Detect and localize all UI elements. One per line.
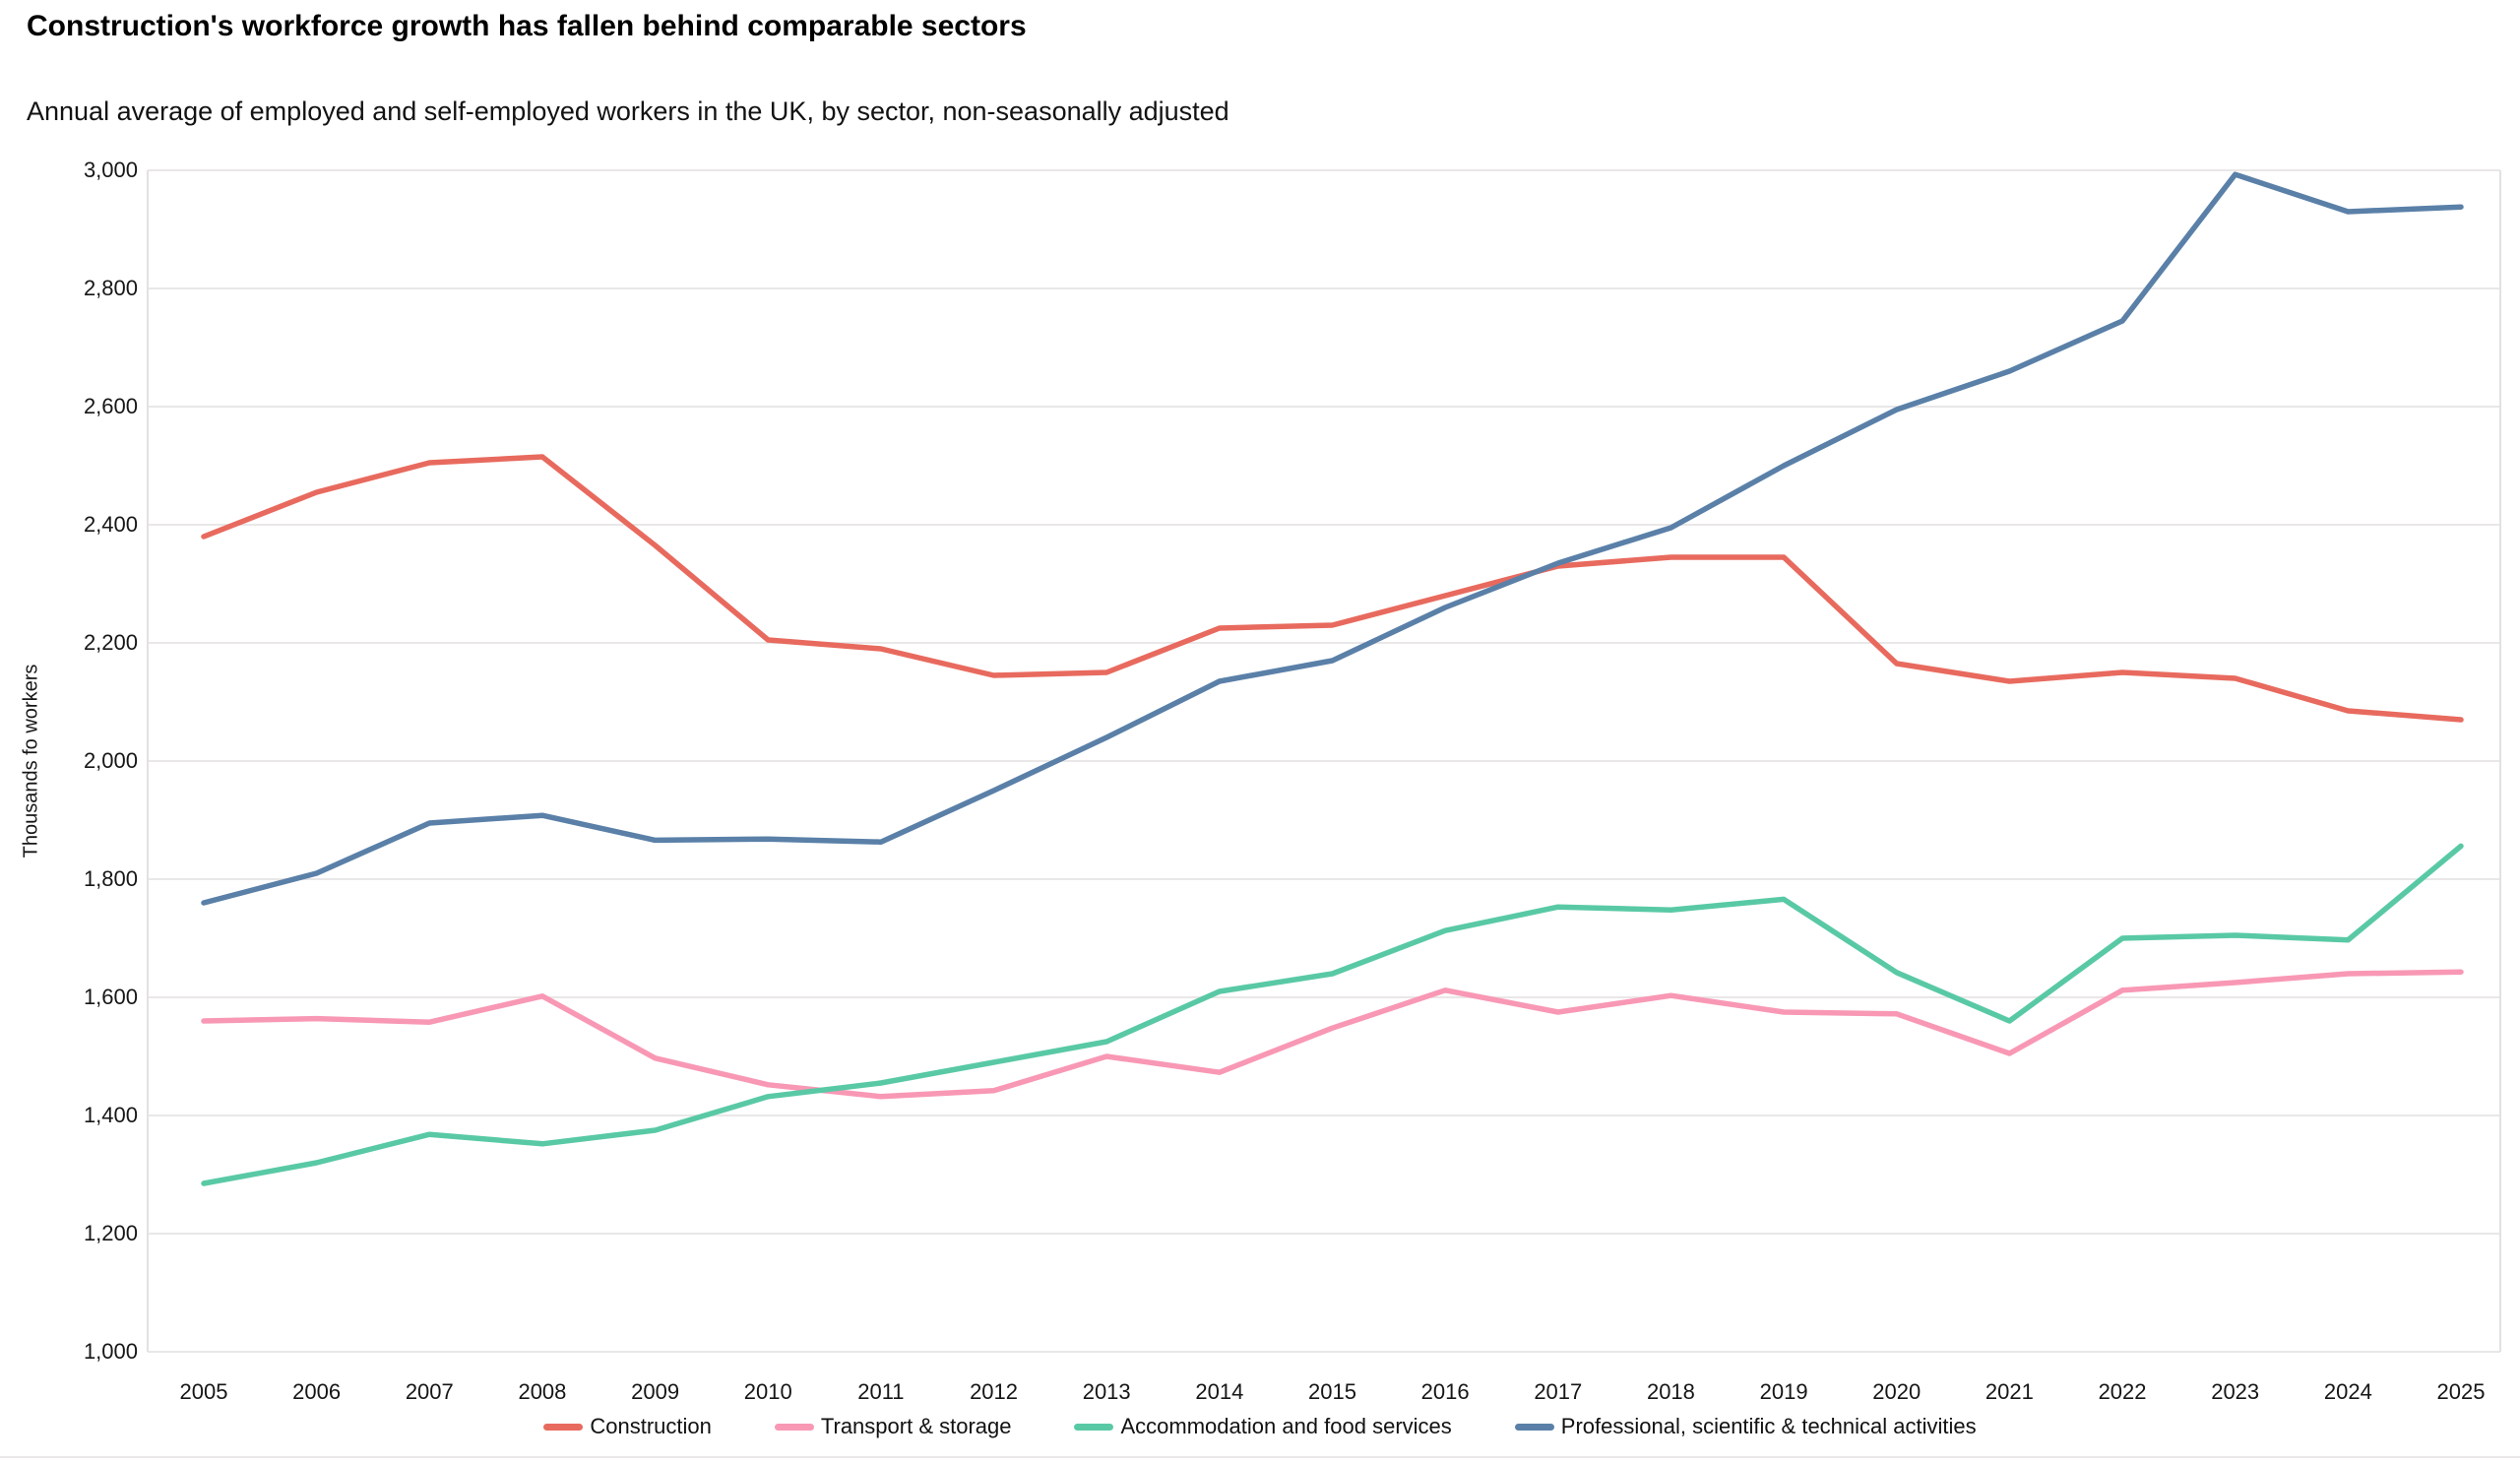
y-tick-label: 1,200 — [83, 1221, 138, 1245]
x-tick-label: 2010 — [743, 1379, 792, 1404]
y-tick-label: 1,600 — [83, 985, 138, 1009]
legend-swatch-icon — [774, 1423, 814, 1431]
x-tick-label: 2014 — [1195, 1379, 1244, 1404]
series-line-accommodation-and-food-services — [201, 843, 2464, 1186]
legend-item: Transport & storage — [774, 1414, 1012, 1439]
legend-label: Accommodation and food services — [1120, 1414, 1452, 1438]
x-tick-label: 2022 — [2098, 1379, 2147, 1404]
y-tick-label: 2,800 — [83, 276, 138, 300]
x-tick-label: 2018 — [1646, 1379, 1695, 1404]
legend-swatch-icon — [1074, 1423, 1114, 1431]
x-tick-label: 2006 — [292, 1379, 342, 1404]
x-tick-label: 2015 — [1308, 1379, 1356, 1404]
x-tick-label: 2019 — [1759, 1379, 1808, 1404]
x-tick-label: 2023 — [2211, 1379, 2260, 1404]
legend-swatch-icon — [543, 1423, 584, 1431]
legend-label: Professional, scientific & technical act… — [1560, 1414, 1977, 1438]
legend-label: Construction — [590, 1414, 712, 1438]
x-tick-label: 2005 — [179, 1379, 228, 1404]
x-tick-label: 2008 — [518, 1379, 567, 1404]
page-subtitle: Annual average of employed and self-empl… — [27, 96, 1229, 126]
legend-item: Construction — [543, 1414, 712, 1439]
x-tick-label: 2021 — [1984, 1379, 2034, 1404]
chart-legend: Construction Transport & storage Accommoda… — [0, 1414, 2520, 1439]
x-tick-label: 2007 — [405, 1379, 454, 1404]
legend-label: Transport & storage — [820, 1414, 1012, 1438]
legend-item: Accommodation and food services — [1074, 1414, 1452, 1439]
bottom-divider — [0, 1456, 2520, 1458]
x-tick-label: 2020 — [1872, 1379, 1922, 1404]
series-line-transport-storage — [201, 969, 2464, 1100]
x-tick-label: 2017 — [1534, 1379, 1583, 1404]
y-tick-label: 1,400 — [83, 1103, 138, 1127]
y-tick-label: 1,000 — [83, 1339, 138, 1364]
x-tick-label: 2016 — [1420, 1379, 1470, 1404]
x-tick-label: 2024 — [2323, 1379, 2372, 1404]
legend-swatch-icon — [1514, 1423, 1554, 1431]
x-tick-label: 2013 — [1082, 1379, 1131, 1404]
legend-item: Professional, scientific & technical act… — [1514, 1414, 1977, 1439]
y-tick-label: 2,200 — [83, 630, 138, 655]
series-line-professional-scientific-technical-activities — [201, 171, 2464, 906]
y-tick-label: 2,000 — [83, 748, 138, 773]
x-tick-label: 2009 — [631, 1379, 680, 1404]
y-tick-label: 1,800 — [83, 866, 138, 891]
y-tick-label: 2,400 — [83, 512, 138, 537]
y-tick-label: 2,600 — [83, 394, 138, 418]
y-tick-label: 3,000 — [83, 158, 138, 182]
page-title: Construction's workforce growth has fall… — [27, 10, 1027, 42]
x-tick-label: 2011 — [857, 1379, 905, 1404]
x-tick-label: 2012 — [970, 1379, 1019, 1404]
x-tick-label: 2025 — [2436, 1379, 2486, 1404]
series-line-construction — [201, 454, 2464, 723]
